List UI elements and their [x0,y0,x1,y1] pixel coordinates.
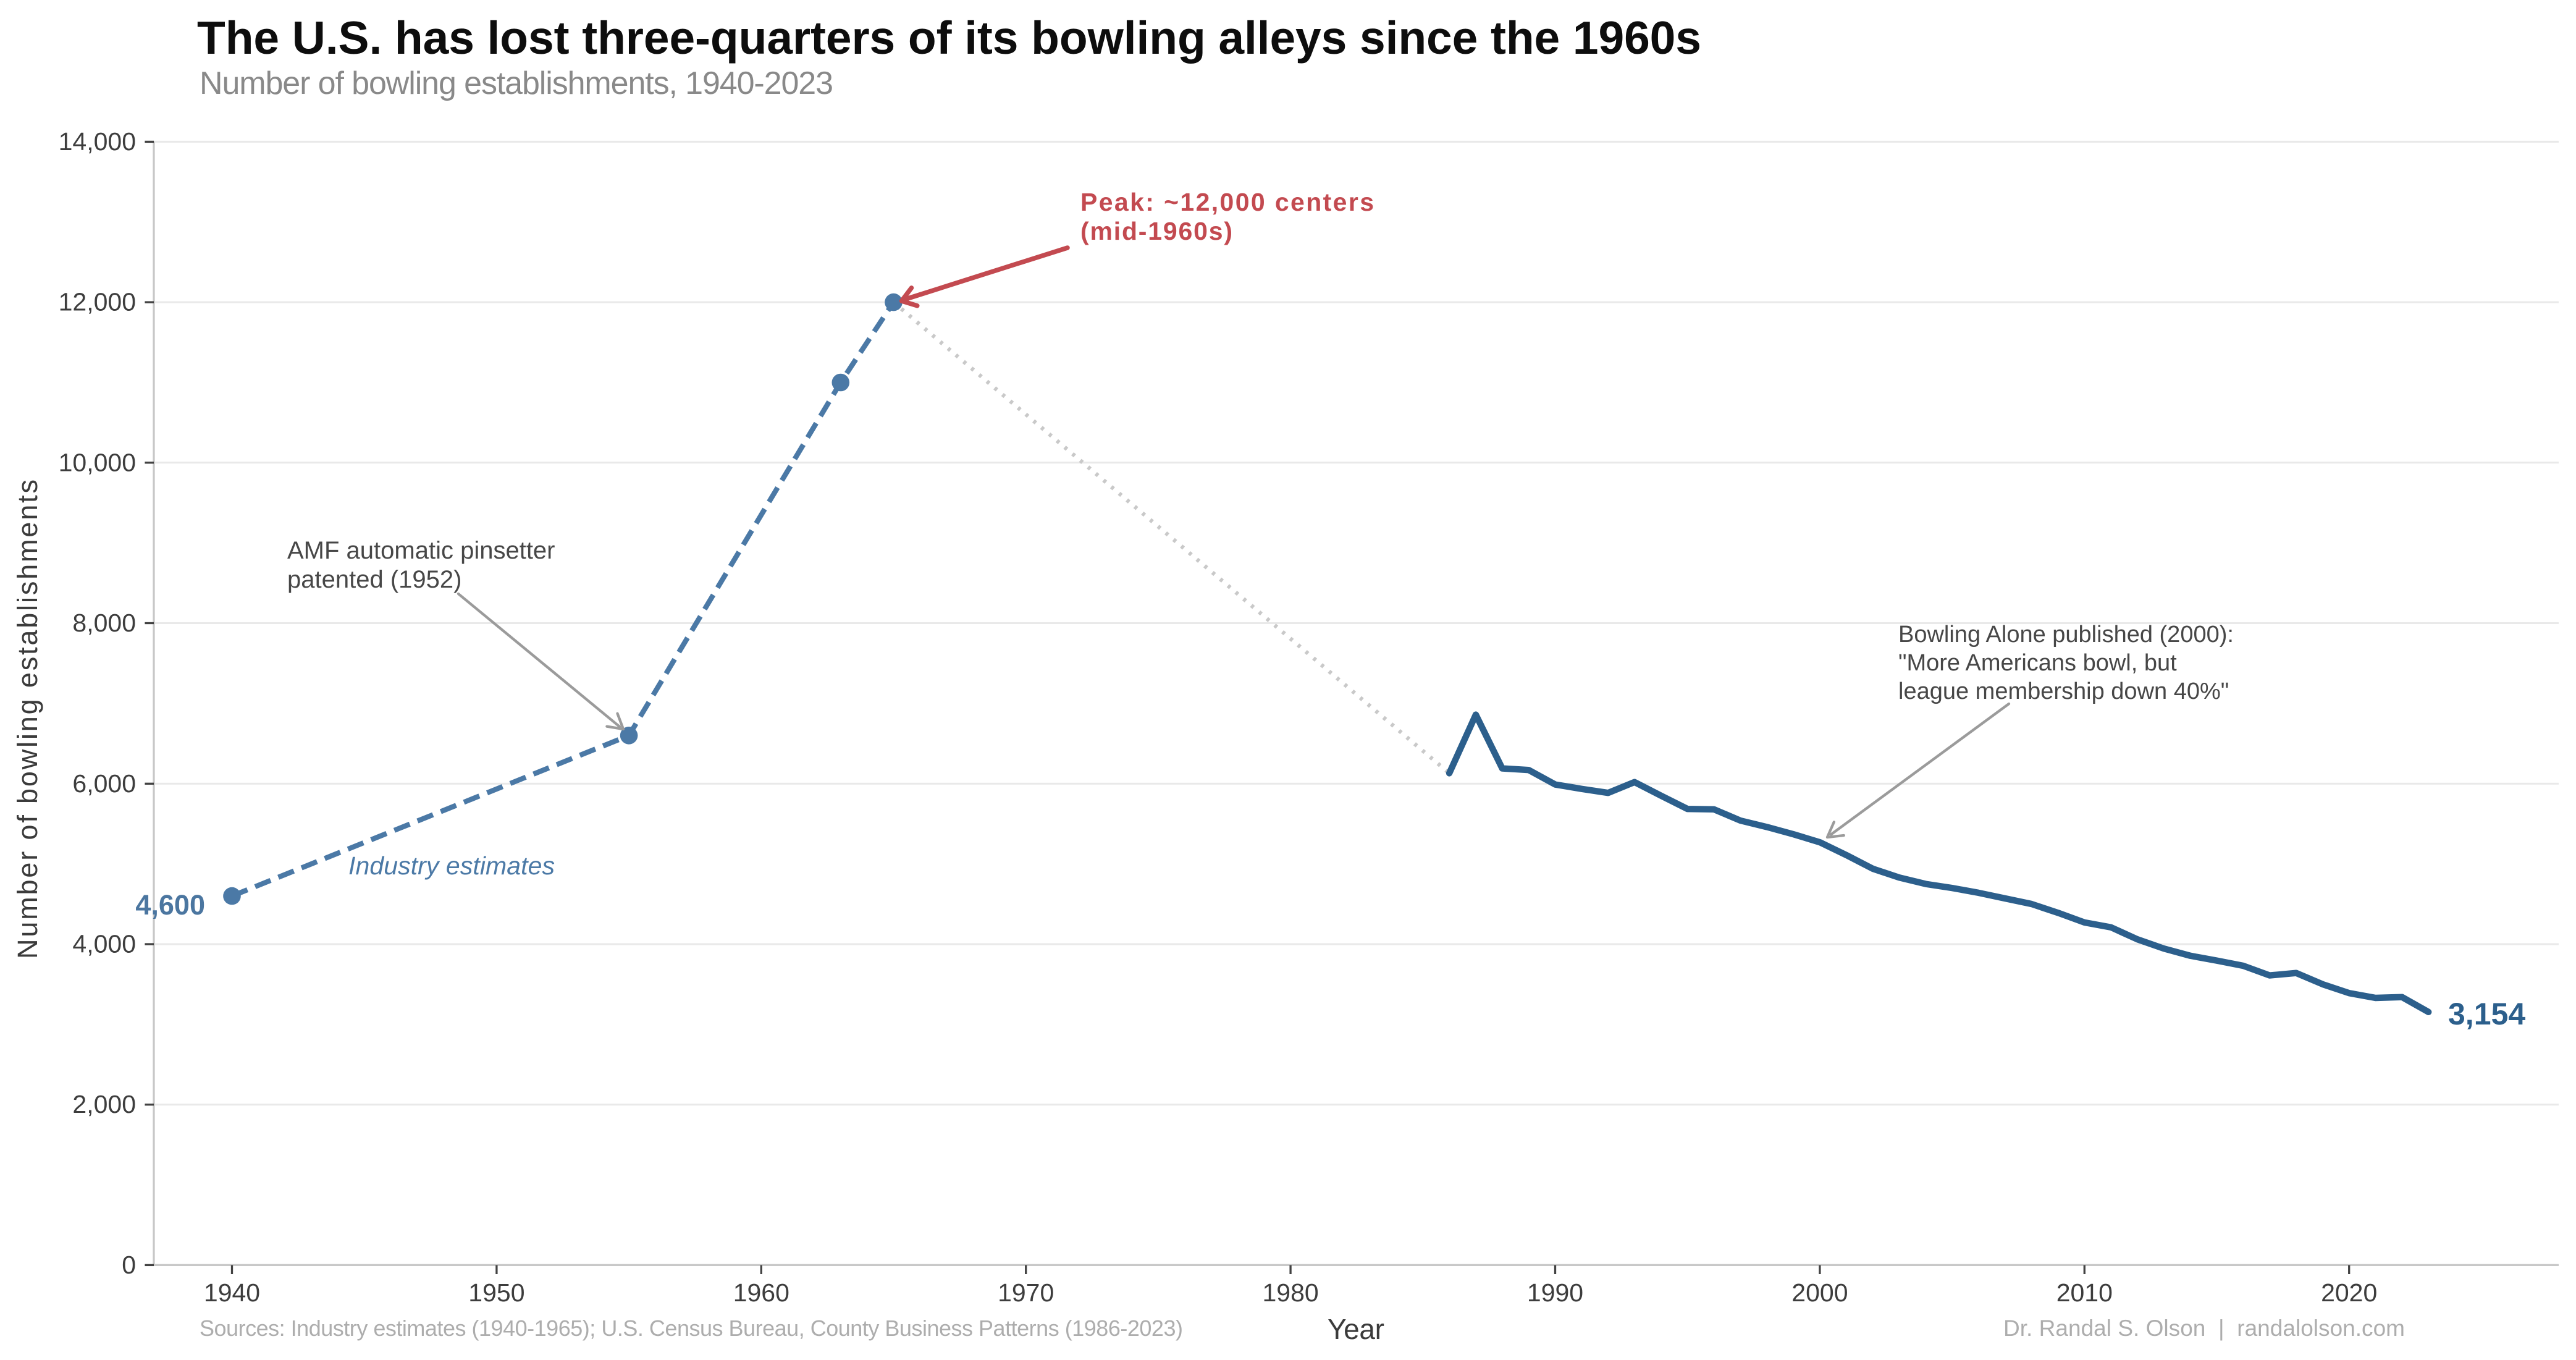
svg-text:"More Americans bowl, but: "More Americans bowl, but [1898,650,2177,676]
svg-text:league membership down 40%": league membership down 40%" [1898,678,2229,704]
svg-text:14,000: 14,000 [59,127,136,156]
svg-text:Sources: Industry estimates (1: Sources: Industry estimates (1940-1965);… [200,1316,1183,1341]
svg-text:4,000: 4,000 [72,930,136,958]
svg-text:The U.S. has lost three-quarte: The U.S. has lost three-quarters of its … [197,12,1701,64]
svg-text:Industry estimates: Industry estimates [348,851,555,880]
svg-text:Year: Year [1328,1313,1384,1345]
svg-text:Number of bowling establishmen: Number of bowling establishments [12,479,43,959]
svg-text:4,600: 4,600 [135,889,205,921]
svg-text:1950: 1950 [468,1278,524,1307]
svg-text:3,154: 3,154 [2448,997,2525,1031]
svg-text:AMF automatic pinsetter: AMF automatic pinsetter [287,537,555,564]
svg-text:0: 0 [122,1251,136,1279]
svg-text:8,000: 8,000 [72,609,136,637]
svg-text:1980: 1980 [1262,1278,1318,1307]
svg-text:2010: 2010 [2056,1278,2113,1307]
svg-text:Bowling Alone published (2000): Bowling Alone published (2000): [1898,622,2234,648]
svg-text:1990: 1990 [1527,1278,1583,1307]
svg-text:6,000: 6,000 [72,769,136,798]
svg-text:(mid-1960s): (mid-1960s) [1080,217,1232,245]
svg-text:Number of bowling establishmen: Number of bowling establishments, 1940-2… [200,65,833,101]
svg-text:Dr. Randal S. Olson | randal: Dr. Randal S. Olson | randalolson.com [2003,1316,2405,1341]
svg-text:1960: 1960 [733,1278,789,1307]
svg-text:2000: 2000 [1791,1278,1848,1307]
svg-text:1940: 1940 [204,1278,260,1307]
svg-text:1970: 1970 [998,1278,1054,1307]
svg-text:10,000: 10,000 [59,448,136,476]
svg-text:12,000: 12,000 [59,288,136,316]
svg-text:Peak: ~12,000 centers: Peak: ~12,000 centers [1080,188,1374,216]
svg-text:2020: 2020 [2321,1278,2377,1307]
svg-text:patented (1952): patented (1952) [287,566,461,593]
svg-text:2,000: 2,000 [72,1090,136,1118]
